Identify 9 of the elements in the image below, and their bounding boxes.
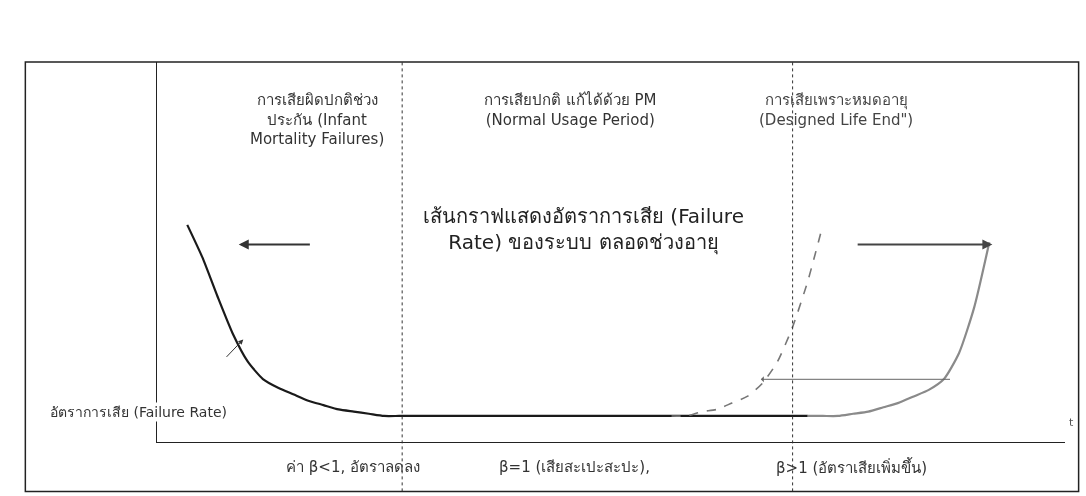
text: ค่า β<1, อัตราลดลง — [286, 458, 420, 476]
text: β>1 (อัตราเสียเพิ่มขึ้น) — [776, 457, 928, 477]
annotation: อัตราการเสีย (Failure Rate) — [50, 404, 227, 420]
text: β=1 (เสียสะเปะสะปะ), — [499, 458, 650, 476]
text: การเสียผิดปกติช่วง ประกัน (Infant Mortality Failures) — [250, 91, 385, 148]
x-axis-title: t — [1069, 416, 1074, 429]
text: การเสียปกติ แก้ได้ด้วย PM (Normal Usage Period) — [484, 91, 657, 129]
annotation: เส้นกราฟแสดงอัตราการเสีย (Failure Rate) ของระบบ ตลอดช่วงอายุ — [423, 204, 744, 255]
text: การเสียเพราะหมดอายุ (Designed Life End") — [759, 91, 914, 129]
